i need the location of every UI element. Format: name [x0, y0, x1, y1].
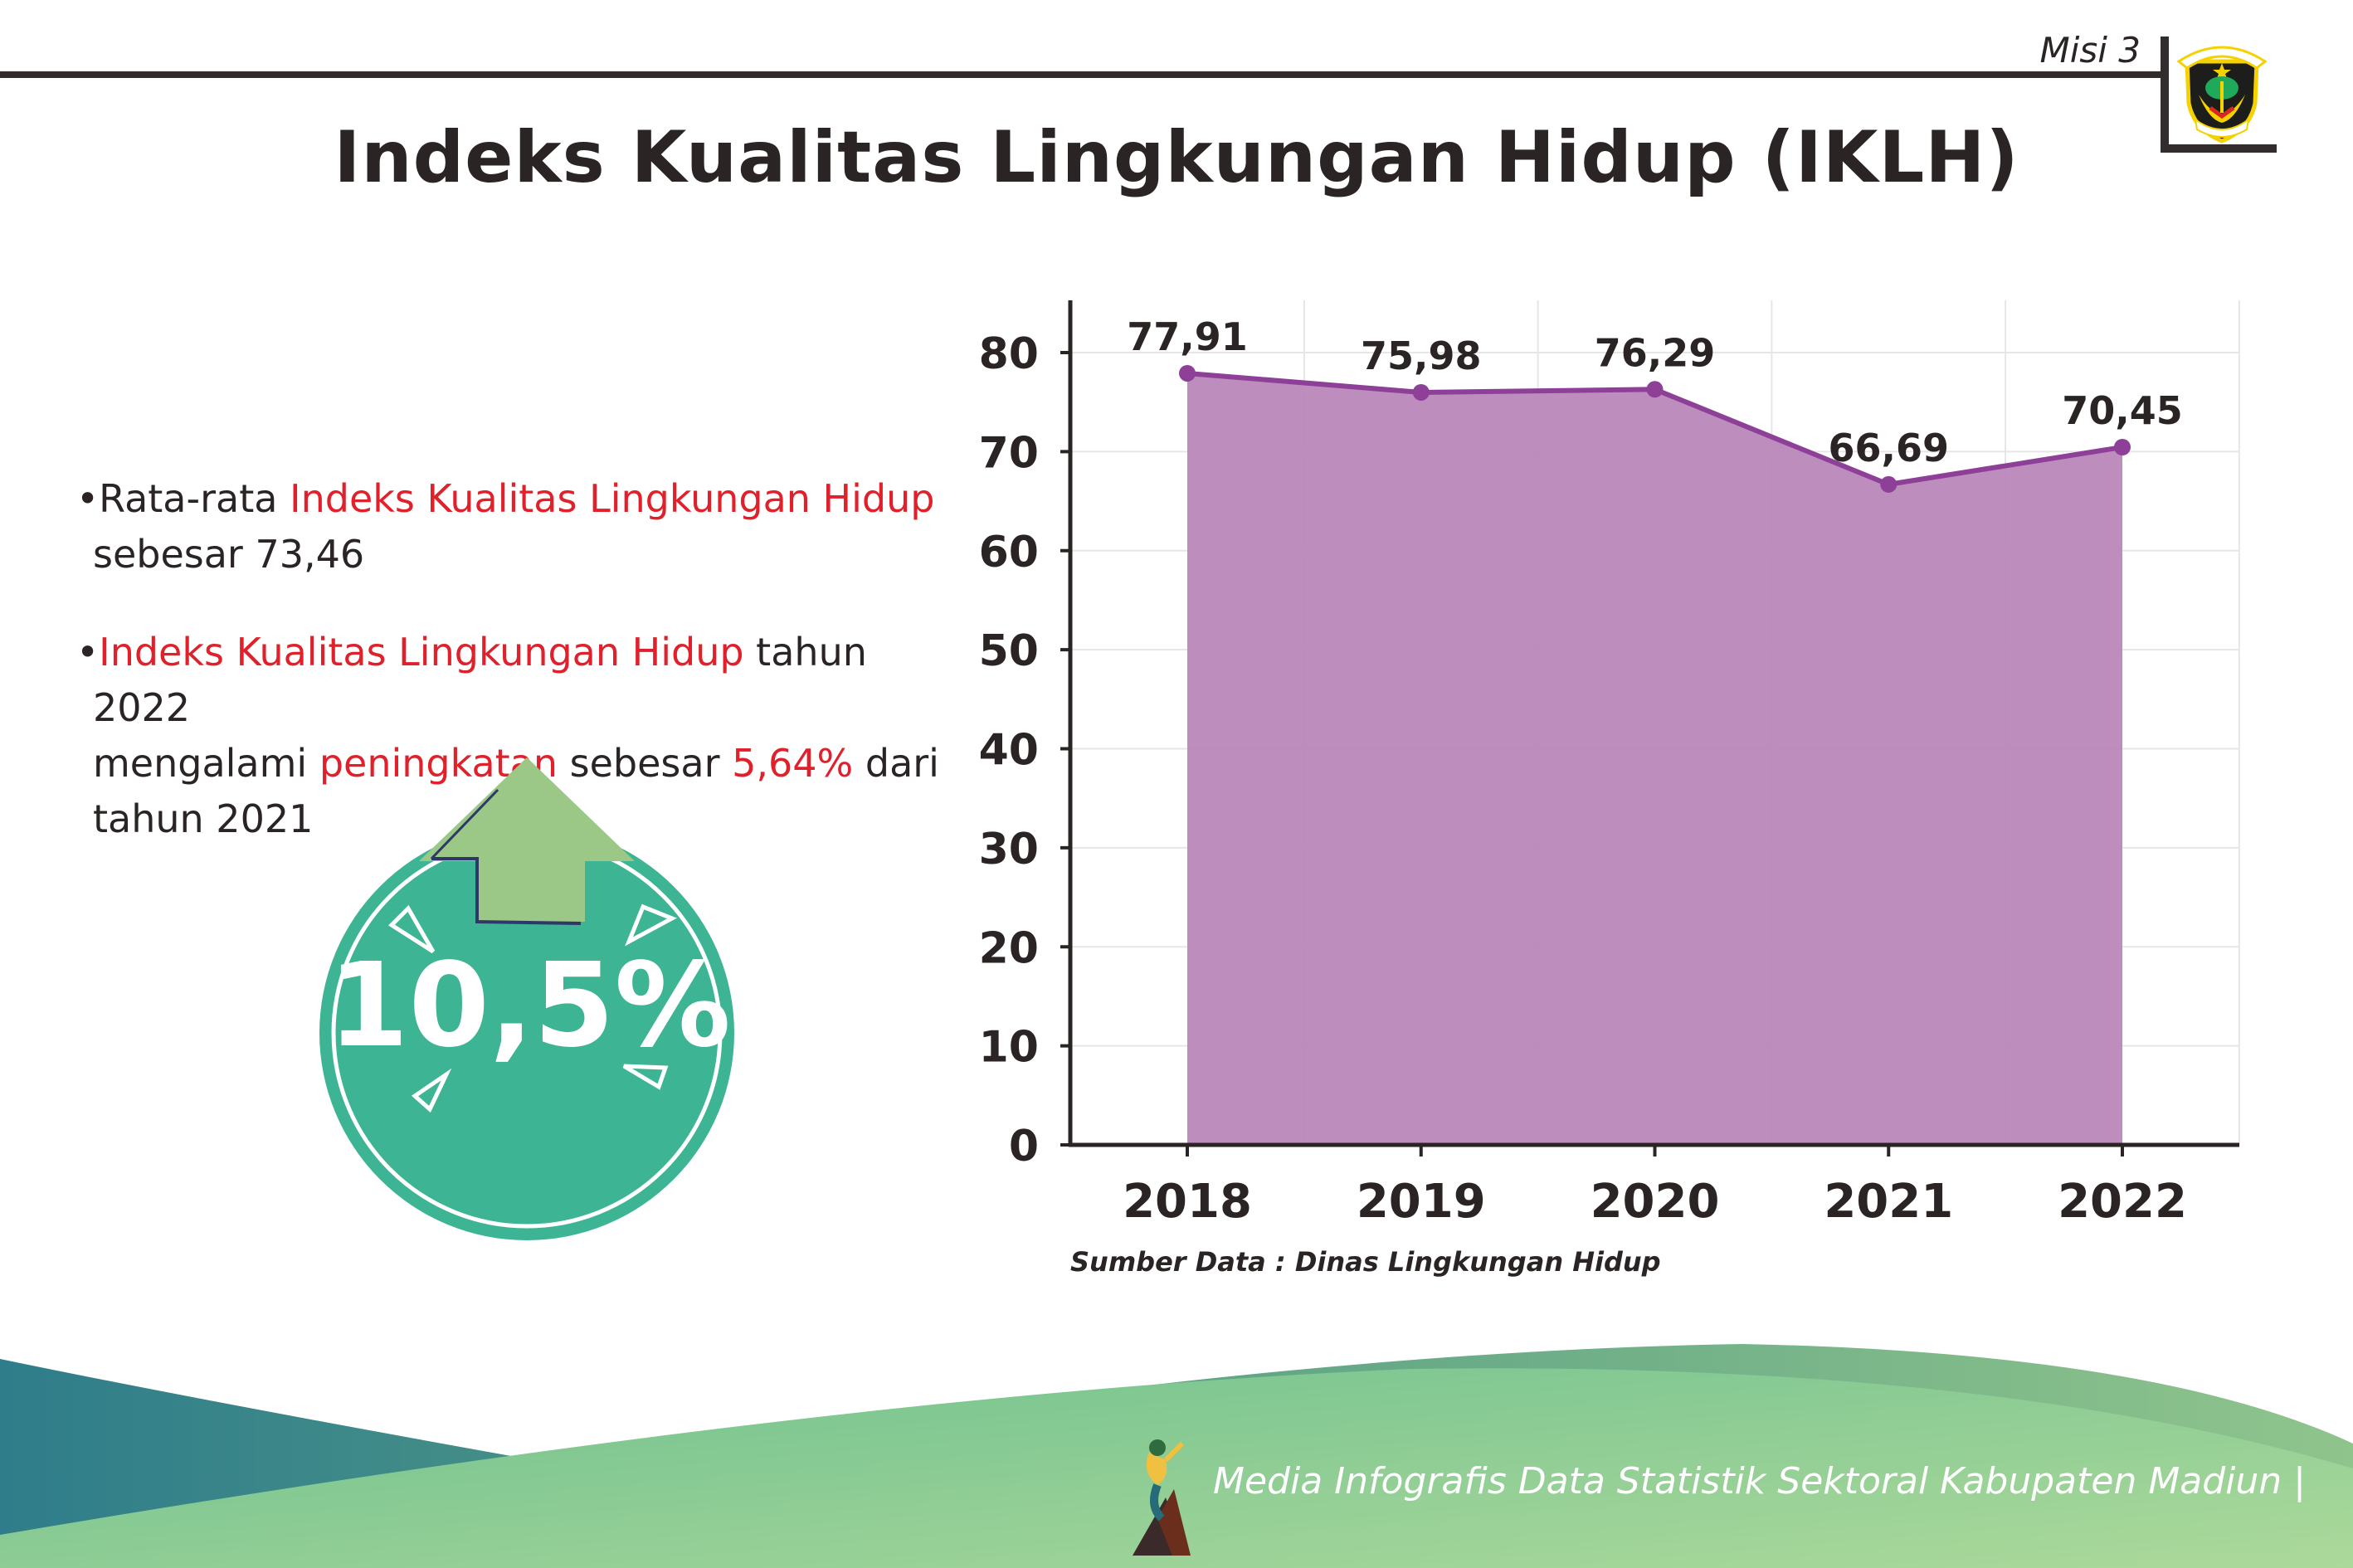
x-tick-label: 2022	[2058, 1175, 2187, 1229]
bullet-increase: •Indeks Kualitas Lingkungan Hidup tahun …	[76, 625, 972, 847]
highlight-text: Indeks Kualitas Lingkungan Hidup	[290, 476, 935, 521]
highlight-text: Indeks Kualitas Lingkungan Hidup	[99, 630, 744, 674]
bullet-text: tahun 2022	[93, 630, 867, 730]
bullet-average: •Rata-rata Indeks Kualitas Lingkungan Hi…	[76, 471, 972, 582]
area-fill	[1187, 373, 2122, 1146]
y-tick-label: 50	[979, 626, 1039, 676]
data-label: 76,29	[1595, 330, 1716, 375]
x-tick-label: 2021	[1824, 1175, 1953, 1229]
footer-wave	[0, 1344, 2353, 1568]
y-tick-label: 80	[979, 329, 1039, 379]
y-tick-label: 40	[979, 726, 1039, 776]
mission-label: Misi 3	[2039, 30, 2141, 71]
data-label: 66,69	[1828, 426, 1949, 470]
y-tick-label: 70	[979, 428, 1039, 478]
y-tick-label: 20	[979, 923, 1039, 973]
arrow-up-icon	[419, 757, 635, 925]
data-source: Sumber Data : Dinas Lingkungan Hidup	[1070, 1246, 1661, 1278]
bullet-text: •	[76, 630, 100, 674]
data-point	[1412, 383, 1430, 401]
growth-badge: 10,5%	[319, 757, 734, 1240]
footer-logo-icon	[1133, 1439, 1191, 1556]
highlight-text: 5,64%	[732, 741, 854, 786]
bullet-text: dari	[853, 741, 939, 786]
sparkle-icons	[388, 903, 677, 1113]
x-tick-label: 2018	[1123, 1175, 1252, 1229]
page-title: Indeks Kualitas Lingkungan Hidup (IKLH)	[334, 116, 2019, 199]
footer-text: Media Infografis Data Statistik Sektoral…	[1213, 1460, 2306, 1502]
data-point	[2114, 439, 2131, 456]
data-point	[1880, 475, 1898, 493]
y-tick-label: 0	[1009, 1122, 1039, 1171]
x-tick-label: 2020	[1591, 1175, 1720, 1229]
data-point	[1179, 364, 1196, 382]
y-tick-label: 60	[979, 528, 1039, 577]
bullet-text: tahun 2021	[93, 796, 314, 841]
badge-value: 10,5%	[328, 938, 731, 1074]
header-bracket	[2161, 37, 2169, 153]
data-label: 70,45	[2062, 388, 2183, 433]
data-label: 75,98	[1361, 334, 1482, 378]
badge-circle	[319, 825, 734, 1240]
kabupaten-madiun-logo	[2176, 46, 2268, 144]
data-point	[1646, 381, 1664, 398]
y-tick-label: 10	[979, 1023, 1039, 1073]
bullet-text: sebesar	[558, 741, 733, 786]
bullet-text: mengalami	[93, 741, 319, 786]
x-tick-label: 2019	[1357, 1175, 1486, 1229]
bullet-text: •Rata-rata	[76, 476, 290, 521]
bullet-text: sebesar 73,46	[93, 532, 365, 577]
header-bracket-bottom	[2161, 144, 2277, 153]
header-rule	[0, 71, 2162, 78]
data-label: 77,91	[1127, 314, 1248, 359]
y-tick-label: 30	[979, 825, 1039, 874]
